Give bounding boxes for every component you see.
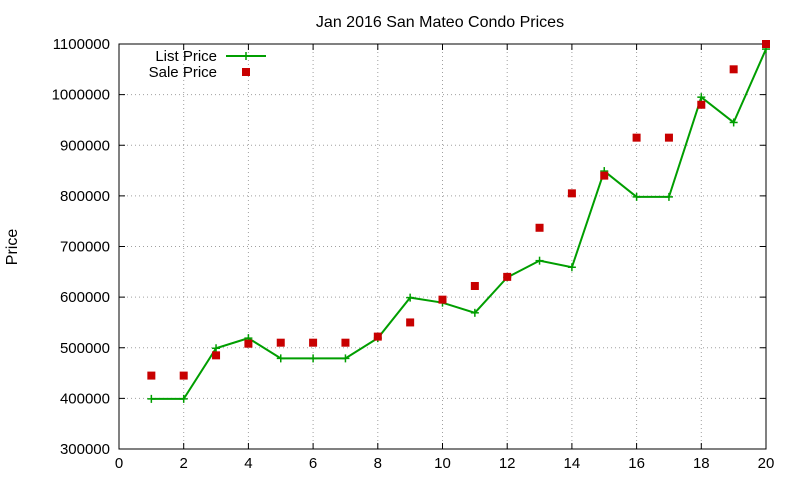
data-point [567,189,576,198]
y-tick-label: 900000 [60,137,110,154]
data-point [438,295,447,304]
x-tick-label: 10 [434,455,451,472]
data-point [244,339,253,348]
data-point [179,371,188,380]
y-tick-label: 400000 [60,390,110,407]
y-tick-label: 700000 [60,239,110,256]
data-point [632,192,641,201]
legend-label: Sale Price [149,64,217,81]
legend-marker [242,68,250,76]
x-tick-label: 18 [693,455,710,472]
data-point [567,263,576,272]
grid [119,44,766,449]
data-point [697,100,706,109]
x-tick-label: 0 [115,455,123,472]
x-tick-label: 16 [628,455,645,472]
data-point [373,332,382,341]
axis-ticks: 0 2 4 6 8 10 12 14 16 18 20 300000 400000 500000 60000… [52,36,775,472]
data-point [309,338,318,347]
y-tick-label: 1000000 [52,87,110,104]
series-2 [147,40,770,380]
data-point [276,354,285,363]
y-tick-label: 1100000 [53,36,110,53]
data-point [276,338,285,347]
x-tick-label: 4 [244,455,252,472]
series-layer [147,40,770,403]
y-tick-label: 800000 [60,188,110,205]
data-point [664,192,673,201]
data-point [212,344,221,353]
y-tick-label: 500000 [60,340,110,357]
data-point [632,133,641,142]
legend-label: List Price [155,48,217,65]
data-point [147,371,156,380]
data-point [600,171,609,180]
data-point [503,272,512,281]
data-point [470,281,479,290]
data-point [341,338,350,347]
data-point [535,256,544,265]
data-point [535,223,544,232]
data-point [309,354,318,363]
chart-title: Jan 2016 San Mateo Condo Prices [316,14,564,31]
data-point [406,318,415,327]
legend-marker [242,52,250,60]
y-tick-label: 600000 [60,289,110,306]
data-point [179,394,188,403]
x-tick-label: 14 [564,455,581,472]
x-tick-label: 8 [374,455,382,472]
data-point [341,354,350,363]
x-tick-label: 2 [180,455,188,472]
data-point [697,93,706,102]
x-tick-label: 20 [758,455,775,472]
y-tick-label: 300000 [60,441,110,458]
x-tick-label: 12 [499,455,516,472]
data-point [147,394,156,403]
data-point [664,133,673,142]
y-axis-label: Price [4,229,21,266]
x-tick-label: 6 [309,455,317,472]
data-point [729,118,738,127]
series-1 [147,45,770,403]
data-point [470,308,479,317]
data-point [729,65,738,74]
data-point [762,40,770,48]
series-line [151,48,767,400]
data-point [212,351,221,360]
data-point [406,293,415,302]
